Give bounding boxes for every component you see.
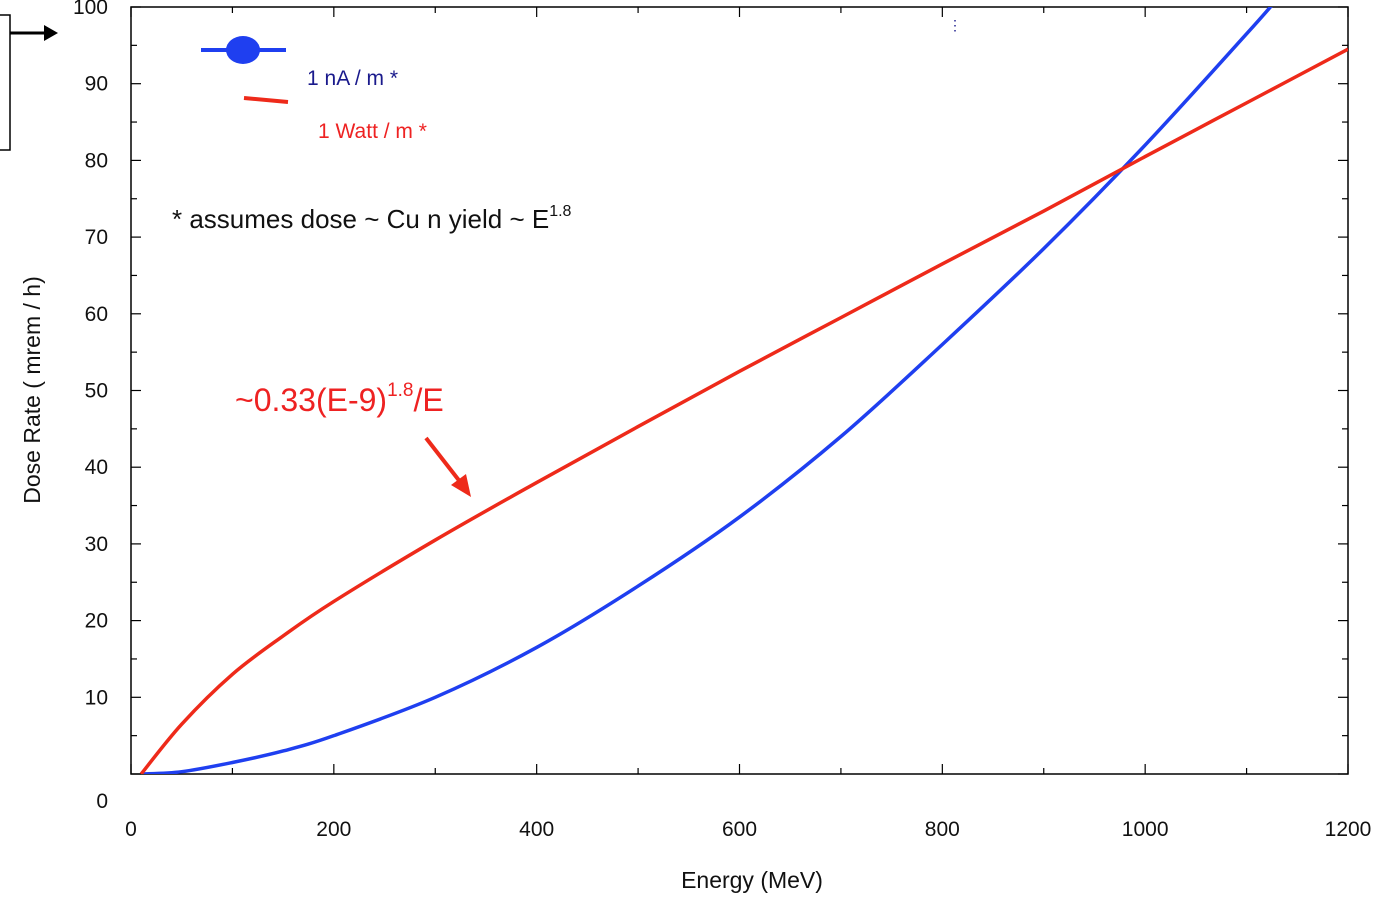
y-tick-label: 30 <box>85 533 108 556</box>
y-axis-title: Dose Rate ( mrem / h) <box>19 276 45 504</box>
y-tick-label: 90 <box>85 73 108 96</box>
x-tick-label: 1000 <box>1122 818 1169 841</box>
legend-swatch-series-2 <box>243 96 289 104</box>
assumption-note-exponent: 1.8 <box>549 203 571 220</box>
formula-annotation: ~0.33(E-9)1.8/E <box>235 380 444 418</box>
assumption-note-text: * assumes dose ~ Cu n yield ~ E <box>172 204 549 234</box>
y-tick-label: 20 <box>85 610 108 633</box>
y-tick-label: 100 <box>73 0 108 19</box>
series-line-2 <box>139 47 1348 774</box>
x-tick-label: 0 <box>125 818 137 841</box>
y-tick-label: 0 <box>96 790 108 813</box>
series-lines <box>139 7 1348 774</box>
formula-tail: /E <box>414 382 444 418</box>
y-tick-label: 70 <box>85 226 108 249</box>
legend: 1 nA / m * 1 Watt / m * <box>201 36 427 143</box>
x-tick-label: 200 <box>316 818 351 841</box>
x-tick-label: 400 <box>519 818 554 841</box>
legend-marker-series-1 <box>226 36 260 64</box>
y-tick-label: 60 <box>85 303 108 326</box>
legend-label-series-2: 1 Watt / m * <box>318 120 427 143</box>
x-axis-ticks <box>130 7 1349 774</box>
y-tick-label: 40 <box>85 456 108 479</box>
y-tick-label: 50 <box>85 380 108 403</box>
x-tick-label: 1200 <box>1325 818 1372 841</box>
y-axis-tick-labels: 0 10 20 30 40 50 60 70 80 90 100 <box>73 0 108 813</box>
y-axis-ticks <box>131 6 1348 775</box>
top-artifact: ⋮ <box>948 17 962 33</box>
formula-arrow <box>424 436 471 497</box>
formula-exponent: 1.8 <box>387 380 413 401</box>
y-tick-label: 10 <box>85 686 108 709</box>
x-axis-tick-labels: 0 200 400 600 800 1000 1200 <box>125 818 1371 841</box>
assumption-note: * assumes dose ~ Cu n yield ~ E1.8 <box>172 203 572 234</box>
overlay-box-edge <box>0 14 11 151</box>
x-tick-label: 600 <box>722 818 757 841</box>
formula-base: ~0.33(E-9) <box>235 382 387 418</box>
overlay-arrow <box>10 25 58 41</box>
x-axis-title: Energy (MeV) <box>681 867 823 893</box>
legend-label-series-1: 1 nA / m * <box>307 67 398 90</box>
y-tick-label: 80 <box>85 149 108 172</box>
x-tick-label: 800 <box>925 818 960 841</box>
